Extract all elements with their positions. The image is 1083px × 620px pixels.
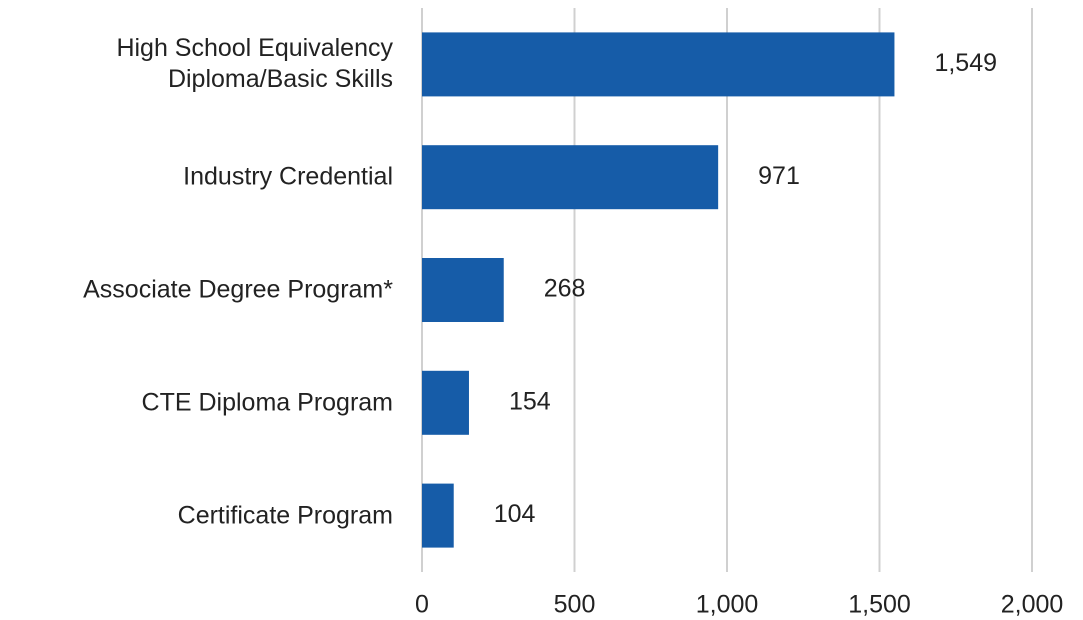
bar bbox=[422, 145, 719, 210]
x-tick-label: 1,000 bbox=[696, 591, 759, 619]
category-label: Certificate Program bbox=[177, 501, 393, 530]
value-label: 268 bbox=[544, 275, 586, 303]
bar bbox=[422, 258, 504, 322]
x-tick-label: 1,500 bbox=[848, 591, 911, 619]
value-label: 104 bbox=[494, 500, 536, 528]
category-label: Associate Degree Program* bbox=[83, 275, 393, 304]
value-label: 971 bbox=[758, 162, 800, 190]
x-tick-label: 2,000 bbox=[1001, 591, 1064, 619]
bar bbox=[422, 483, 454, 548]
value-label: 1,549 bbox=[934, 49, 997, 77]
x-tick-label: 0 bbox=[415, 591, 429, 619]
bar bbox=[422, 32, 895, 97]
x-tick-label: 500 bbox=[554, 591, 596, 619]
bar bbox=[422, 370, 469, 435]
category-label: CTE Diploma Program bbox=[141, 388, 393, 417]
value-label: 154 bbox=[509, 387, 551, 415]
category-label: High School Equivalency Diploma/Basic Sk… bbox=[116, 34, 393, 94]
category-label: Industry Credential bbox=[183, 162, 393, 191]
